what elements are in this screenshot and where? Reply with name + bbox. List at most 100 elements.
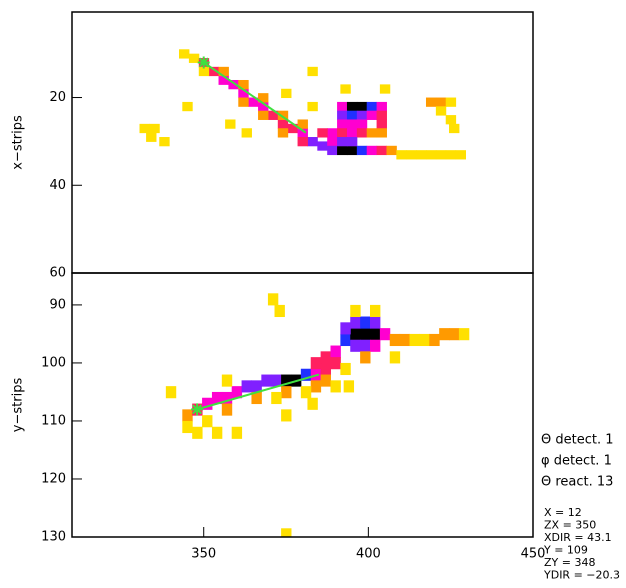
info-line: Θ detect. 1	[541, 433, 614, 448]
cell	[241, 380, 252, 393]
cell	[238, 88, 249, 99]
cell	[221, 403, 233, 416]
cell	[350, 339, 361, 352]
cell	[360, 328, 371, 341]
cell	[267, 110, 279, 120]
cell	[251, 380, 262, 393]
cell	[248, 97, 259, 107]
cell	[271, 374, 282, 387]
cell	[307, 137, 318, 147]
cell	[281, 528, 292, 537]
cell	[449, 123, 460, 134]
cell	[356, 128, 368, 138]
y-tick-label: 40	[49, 178, 66, 193]
cell	[340, 322, 351, 335]
cell	[376, 110, 387, 120]
cell	[346, 101, 358, 112]
cell	[281, 88, 292, 99]
x-tick-label: 450	[521, 547, 546, 562]
cell	[346, 137, 358, 147]
cell	[396, 150, 407, 160]
cell	[307, 397, 318, 410]
stat-line: ZX = 350	[544, 519, 596, 532]
marker	[191, 403, 204, 416]
cell	[192, 426, 203, 439]
cell	[389, 351, 401, 364]
cell	[202, 415, 213, 428]
cell	[419, 333, 430, 347]
cell	[258, 110, 269, 120]
cell	[435, 150, 447, 160]
cell	[274, 304, 285, 318]
cell	[416, 150, 427, 160]
cell	[409, 333, 420, 347]
cell	[449, 328, 460, 341]
cell	[340, 84, 351, 94]
cell	[376, 128, 387, 138]
cell	[320, 362, 331, 376]
cell	[198, 66, 210, 77]
stat-line: XDIR = 43.1	[544, 531, 612, 544]
cell	[165, 386, 177, 399]
cell	[211, 391, 223, 405]
cell	[376, 119, 387, 129]
cell	[202, 397, 213, 410]
cell	[221, 391, 233, 405]
cell	[337, 110, 348, 120]
cell	[340, 362, 351, 376]
cell	[435, 106, 447, 116]
y-tick-label: 60	[49, 266, 66, 281]
cell	[146, 132, 157, 142]
cell	[370, 328, 381, 341]
cell	[277, 128, 289, 138]
cell	[281, 374, 292, 387]
cell	[346, 110, 358, 120]
cell	[337, 119, 348, 129]
cell	[360, 339, 371, 352]
cell	[343, 380, 355, 393]
panel: 20 40 60 x−strips	[11, 11, 534, 281]
cell	[300, 386, 312, 399]
cell	[429, 333, 440, 347]
cell	[366, 128, 378, 138]
cell	[425, 150, 437, 160]
y-tick-label: 130	[41, 530, 66, 545]
y-tick-label: 120	[41, 471, 66, 486]
cell	[231, 426, 243, 439]
cell	[376, 145, 387, 156]
cell	[455, 150, 466, 160]
cell	[386, 145, 397, 156]
cell	[317, 128, 328, 138]
cell	[379, 84, 391, 94]
cell	[346, 119, 358, 129]
cell	[261, 374, 272, 387]
cell	[366, 110, 378, 120]
cell	[356, 119, 368, 129]
cell	[350, 316, 361, 329]
cell	[337, 101, 348, 112]
cell	[277, 110, 289, 120]
cell	[281, 386, 292, 399]
cell	[241, 128, 252, 138]
y-axis-label: x−strips	[11, 115, 26, 170]
cell	[159, 137, 170, 147]
cell	[337, 145, 348, 156]
cell	[346, 145, 358, 156]
cell	[327, 137, 338, 147]
cell	[320, 374, 331, 387]
cell	[350, 328, 361, 341]
cell	[251, 391, 262, 405]
cell	[258, 101, 269, 112]
cell	[337, 137, 348, 147]
cell	[307, 101, 318, 112]
stat-line: Y = 109	[543, 544, 588, 557]
cell	[317, 141, 328, 151]
fit-line	[203, 61, 307, 134]
cells	[139, 49, 466, 160]
cell	[327, 128, 338, 138]
cell	[218, 75, 229, 85]
cell	[310, 357, 322, 370]
stat-line: X = 12	[544, 506, 582, 519]
cell	[179, 49, 190, 59]
cell	[356, 110, 368, 120]
